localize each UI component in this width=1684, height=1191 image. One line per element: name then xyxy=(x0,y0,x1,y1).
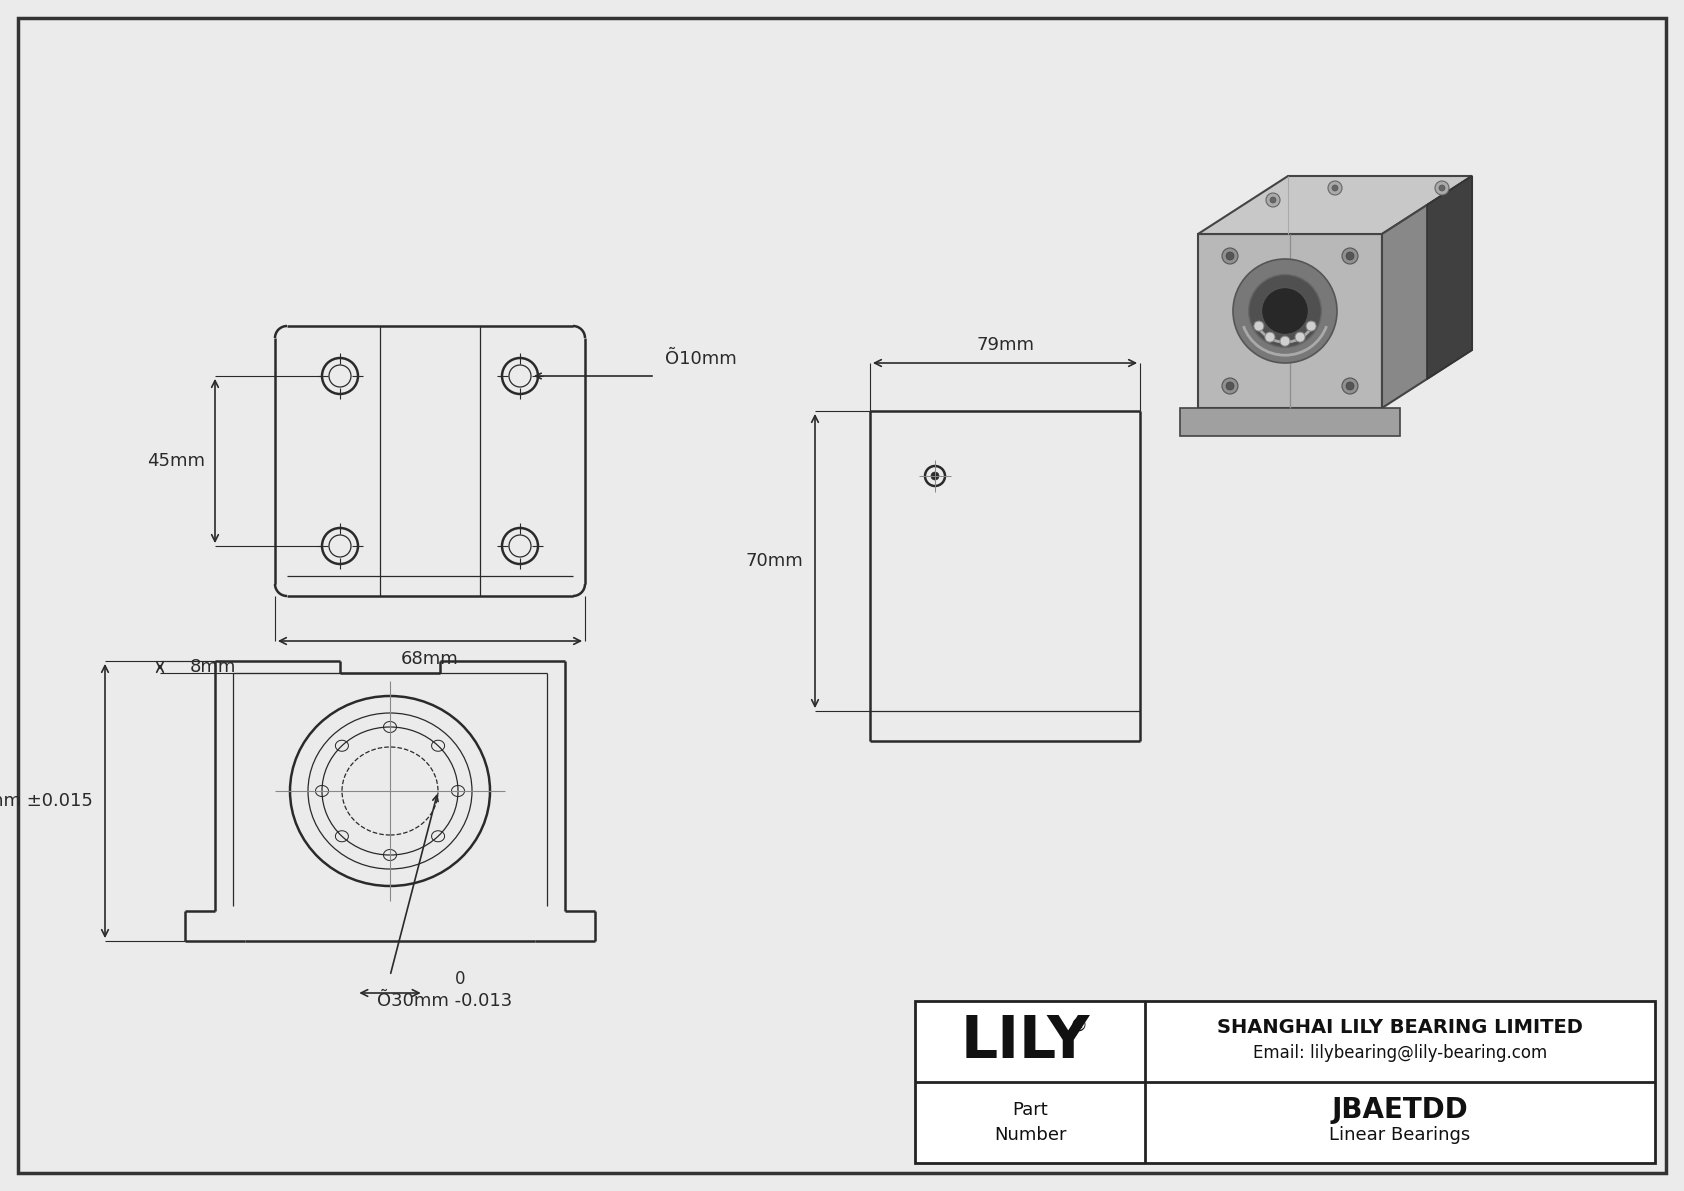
Circle shape xyxy=(1255,322,1265,331)
Polygon shape xyxy=(1426,176,1472,379)
Circle shape xyxy=(1248,275,1322,348)
Circle shape xyxy=(1223,378,1238,394)
Circle shape xyxy=(1346,382,1354,389)
Text: SHANGHAI LILY BEARING LIMITED: SHANGHAI LILY BEARING LIMITED xyxy=(1218,1018,1583,1037)
Circle shape xyxy=(1295,332,1305,342)
Text: 8mm: 8mm xyxy=(190,657,236,676)
Circle shape xyxy=(931,472,940,480)
Text: Õ10mm: Õ10mm xyxy=(665,350,738,368)
Circle shape xyxy=(1270,197,1276,202)
Polygon shape xyxy=(1180,409,1399,436)
Text: 45mm: 45mm xyxy=(147,453,205,470)
Circle shape xyxy=(1266,193,1280,207)
Circle shape xyxy=(1226,382,1234,389)
Circle shape xyxy=(1342,378,1357,394)
Text: 70mm: 70mm xyxy=(746,551,803,570)
Circle shape xyxy=(1329,181,1342,195)
Bar xyxy=(914,1000,1655,1162)
Text: Õ30mm -0.013: Õ30mm -0.013 xyxy=(377,992,512,1010)
Circle shape xyxy=(1307,322,1317,331)
Text: ®: ® xyxy=(1069,1016,1086,1035)
Circle shape xyxy=(1435,181,1448,195)
Text: Part
Number: Part Number xyxy=(994,1100,1066,1145)
Circle shape xyxy=(1332,185,1339,191)
Circle shape xyxy=(1280,336,1290,347)
Circle shape xyxy=(1233,258,1337,363)
Polygon shape xyxy=(1383,176,1472,409)
Circle shape xyxy=(1440,185,1445,191)
Text: Email: lilybearing@lily-bearing.com: Email: lilybearing@lily-bearing.com xyxy=(1253,1045,1548,1062)
Text: LILY: LILY xyxy=(960,1014,1090,1070)
Text: 68mm: 68mm xyxy=(401,650,458,668)
Circle shape xyxy=(1342,248,1357,264)
Circle shape xyxy=(1223,248,1238,264)
Text: JBAETDD: JBAETDD xyxy=(1332,1097,1468,1124)
Circle shape xyxy=(1261,287,1308,335)
Circle shape xyxy=(1265,332,1275,342)
Text: 79mm: 79mm xyxy=(977,336,1034,354)
Text: 35mm ±0.015: 35mm ±0.015 xyxy=(0,792,93,810)
Text: 0: 0 xyxy=(455,969,465,989)
Circle shape xyxy=(1346,252,1354,260)
Polygon shape xyxy=(1197,233,1383,409)
Circle shape xyxy=(1226,252,1234,260)
Text: Linear Bearings: Linear Bearings xyxy=(1329,1125,1470,1143)
Polygon shape xyxy=(1197,176,1472,233)
